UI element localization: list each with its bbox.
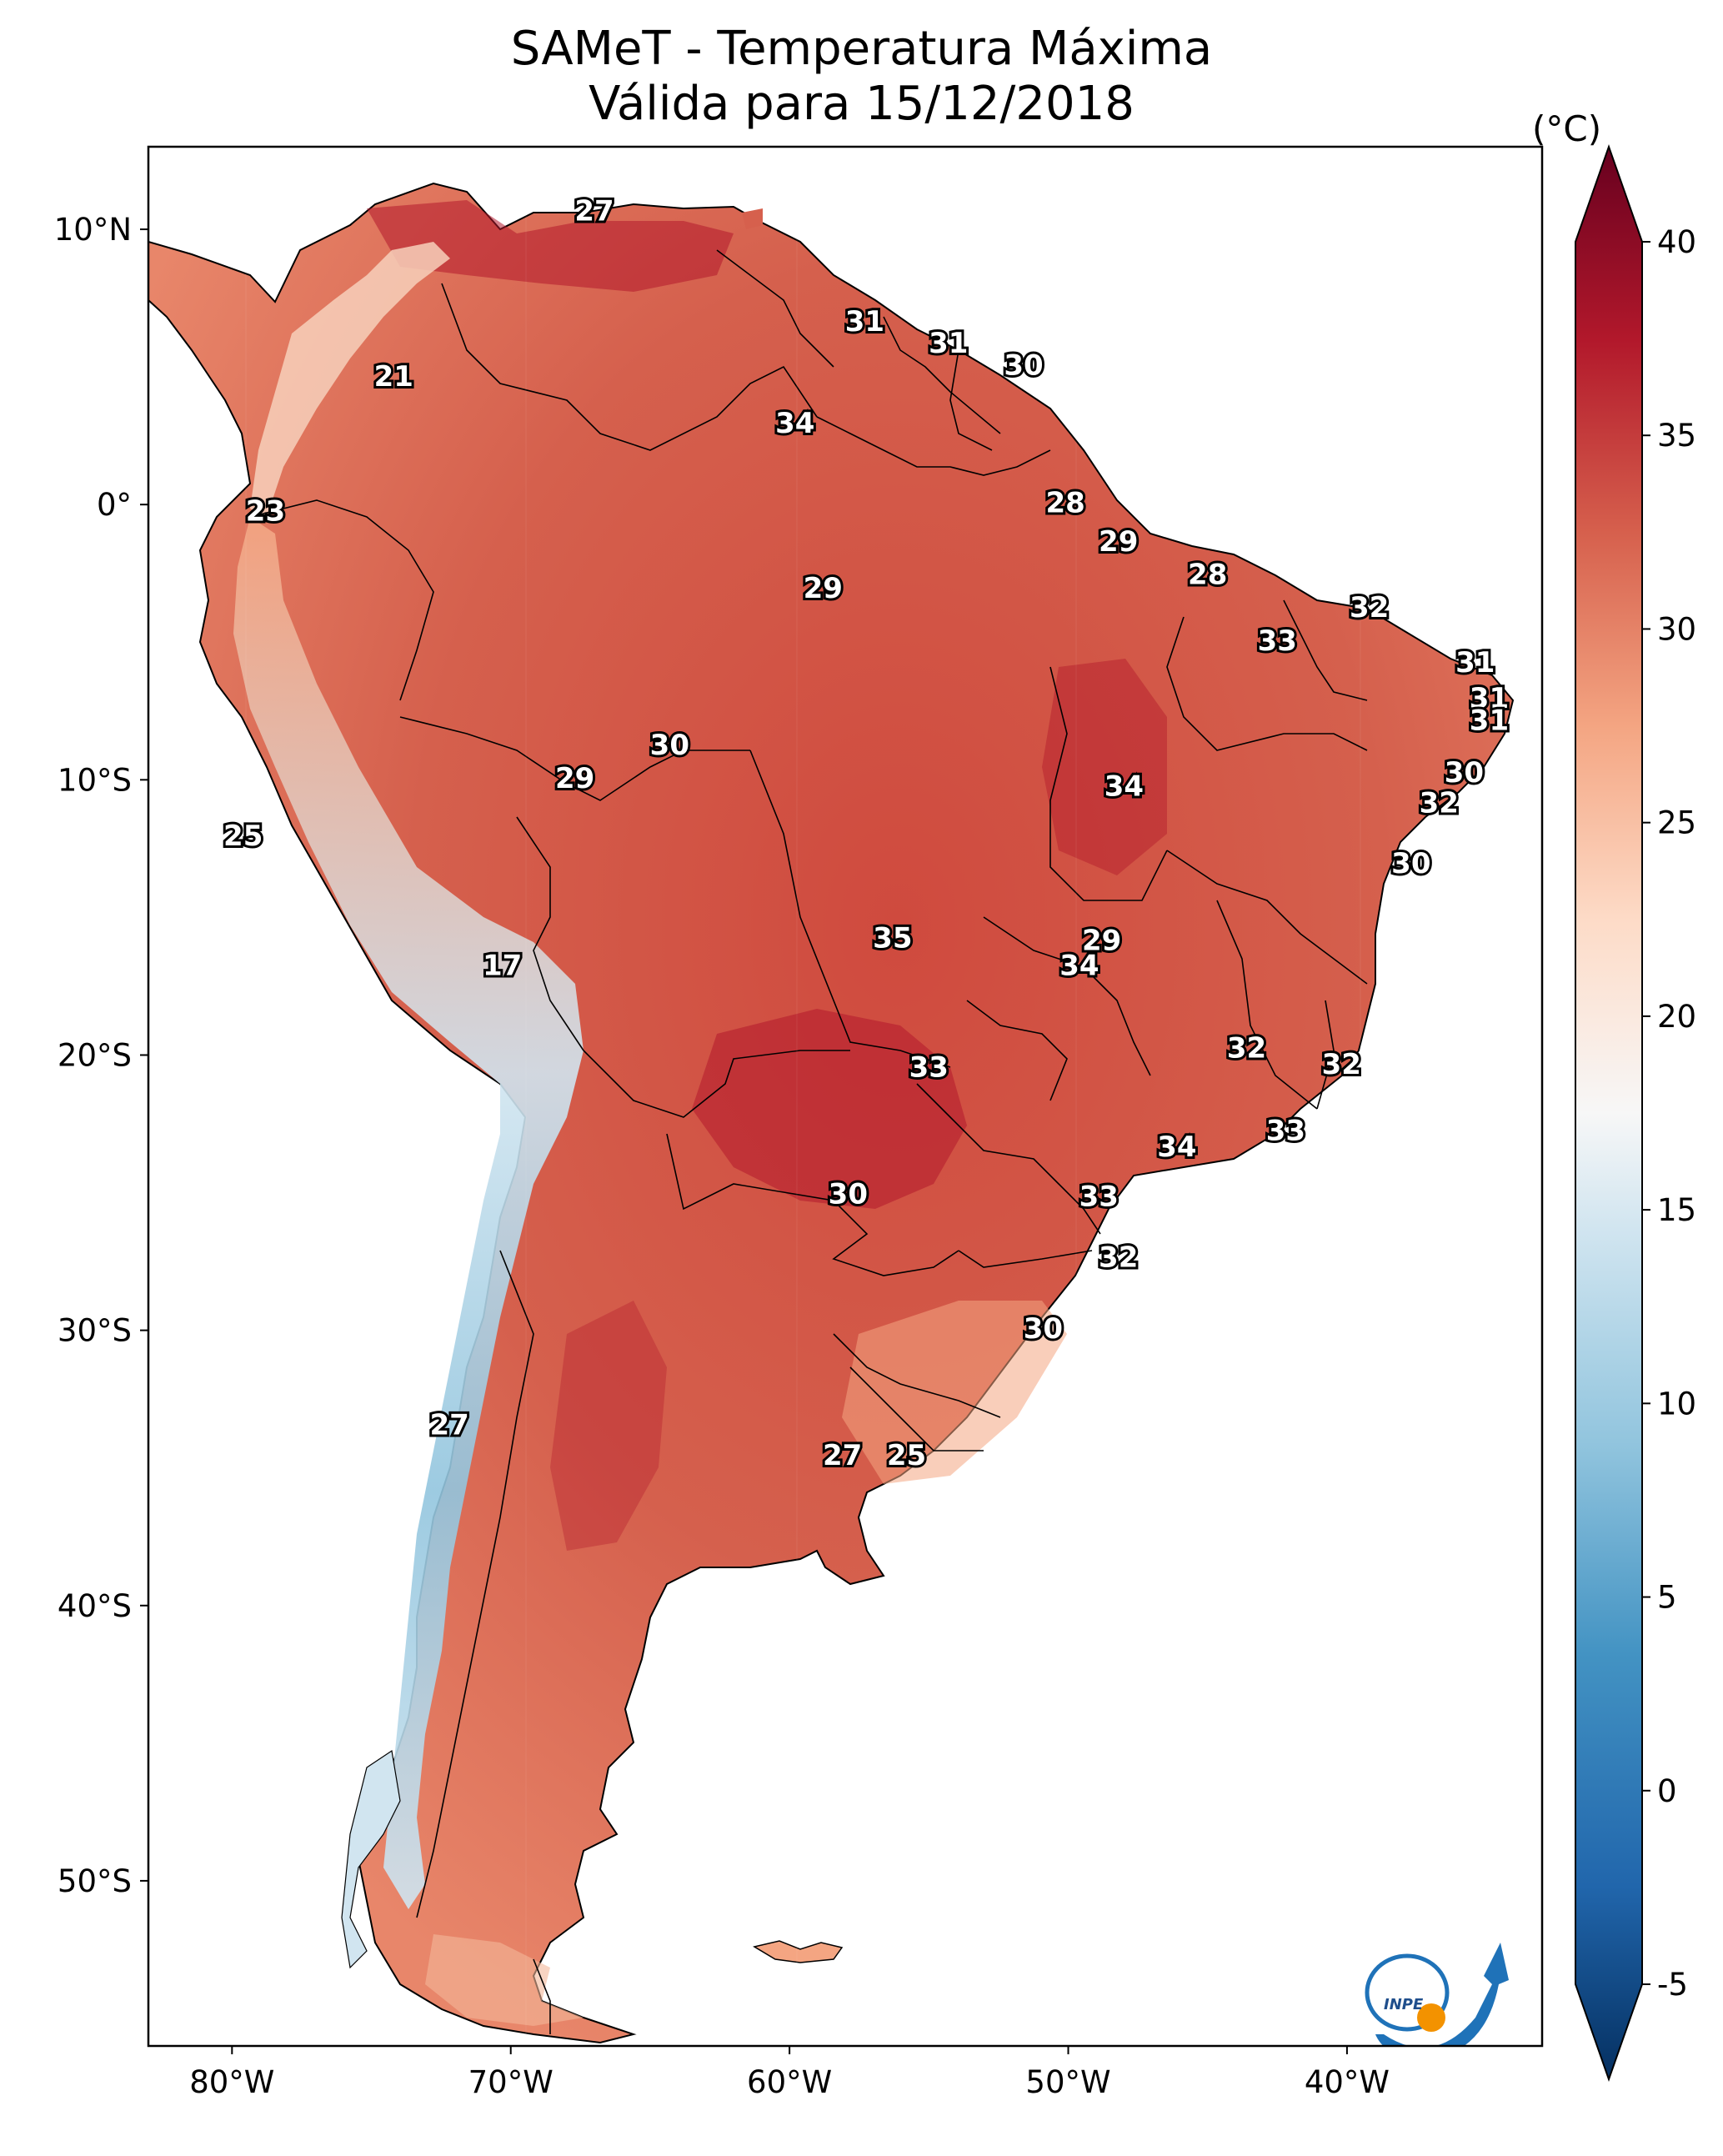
temperature-label: 29 (804, 572, 843, 605)
colorbar-tick-label: 30 (1657, 611, 1696, 647)
temperature-label: 29 (1082, 925, 1121, 958)
temperature-label: 28 (1188, 559, 1227, 592)
temperature-label: 30 (1024, 1312, 1063, 1346)
colorbar-tick-label: 10 (1657, 1386, 1696, 1421)
lat-tick-label: 50°S (58, 1863, 132, 1899)
temperature-label: 32 (1420, 787, 1459, 820)
temperature-label: 21 (374, 360, 413, 394)
colorbar-tick-label: 25 (1657, 805, 1696, 841)
temperature-label: 35 (873, 921, 912, 955)
colorbar-tick-label: -5 (1657, 1967, 1688, 2003)
lat-tick-label: 40°S (58, 1588, 132, 1624)
lon-tick-label: 80°W (189, 2064, 274, 2100)
temperature-label: 32 (1322, 1048, 1361, 1081)
warm-region-south (842, 1301, 1067, 1484)
temperature-label: 34 (1059, 949, 1099, 982)
map-title-line1: SAMeT - Temperatura Máxima (510, 22, 1213, 76)
patagonia-pale (425, 1934, 584, 2026)
temperature-label: 25 (887, 1439, 926, 1472)
colorbar-body (1575, 143, 1643, 2083)
temperature-label: 33 (1258, 624, 1297, 658)
temperature-label: 31 (1470, 704, 1509, 738)
falkland-islands (753, 1940, 844, 1963)
temperature-label: 31 (845, 305, 884, 338)
temperature-label: 34 (1104, 770, 1144, 804)
temperature-label: 32 (1227, 1031, 1266, 1065)
map-title-line2: Válida para 15/12/2018 (589, 77, 1134, 131)
colorbar: -5 0 5 10 15 20 25 30 35 40 (1575, 143, 1696, 2083)
colorbar-tick-label: 35 (1657, 418, 1696, 454)
temperature-label: 31 (1455, 646, 1495, 679)
temperature-label: 31 (929, 327, 968, 360)
lon-tick-label: 60°W (747, 2064, 832, 2100)
lat-tick-label: 0° (97, 487, 132, 523)
hot-region-argentina (550, 1301, 667, 1551)
chiloe-fjords (341, 1749, 401, 1969)
hot-region-central (692, 1009, 967, 1209)
inpe-logo: INPE (1365, 1943, 1509, 2046)
temperature-label: 33 (1266, 1114, 1305, 1147)
temperature-label: 23 (246, 495, 285, 529)
temperature-label: 30 (1004, 349, 1043, 383)
colorbar-ticks: -5 0 5 10 15 20 25 30 35 40 (1642, 224, 1696, 2003)
graticule (245, 147, 1361, 2046)
caribbean-island (742, 208, 763, 229)
colorbar-tick-label: 5 (1657, 1580, 1677, 1616)
lat-tick-label: 20°S (58, 1037, 132, 1073)
temperature-label: 32 (1099, 1241, 1138, 1274)
country-borders (249, 249, 1368, 2034)
temperature-label: 27 (823, 1439, 862, 1472)
lat-tick-label: 10°N (54, 212, 132, 248)
temperature-label: 27 (574, 195, 614, 228)
map-border (147, 145, 1544, 2048)
andes-cold-band (233, 517, 584, 1909)
colorbar-tick-label: 40 (1657, 224, 1696, 260)
temperature-label: 29 (555, 762, 594, 795)
lat-tick-label: 30°S (58, 1313, 132, 1349)
lon-tick-label: 70°W (468, 2064, 553, 2100)
lat-tick-label: 10°S (58, 762, 132, 798)
hot-region-north (367, 200, 734, 292)
longitude-axis: 80°W 70°W 60°W 50°W 40°W (189, 2046, 1390, 2100)
colorbar-unit-label: (°C) (1532, 108, 1602, 149)
temperature-label: 31 (1470, 682, 1509, 715)
temperature-label: 30 (1445, 756, 1484, 790)
colorbar-tick-label: 0 (1657, 1773, 1677, 1809)
temperature-label: 30 (829, 1177, 868, 1211)
temperature-label: 17 (483, 949, 522, 982)
temperature-label: 32 (1350, 591, 1389, 624)
temperature-label: 28 (1046, 487, 1085, 520)
hot-region-goias (1042, 659, 1167, 875)
temperature-label: 25 (223, 820, 263, 853)
temperature-label: 33 (909, 1050, 949, 1084)
temperature-label: 34 (775, 407, 814, 440)
temperature-label: 29 (1099, 525, 1138, 559)
temperature-label: 34 (1157, 1131, 1196, 1164)
temperature-label: 27 (429, 1409, 468, 1442)
colorbar-tick-label: 20 (1657, 999, 1696, 1035)
lon-tick-label: 50°W (1025, 2064, 1110, 2100)
temperature-label: 30 (650, 729, 689, 762)
lon-tick-label: 40°W (1305, 2064, 1390, 2100)
temperature-label: 33 (1079, 1181, 1119, 1214)
temperature-label: 30 (1391, 847, 1430, 880)
colorbar-tick-label: 15 (1657, 1192, 1696, 1228)
inpe-logo-text: INPE (1384, 1996, 1424, 2013)
colombia-andes-band (250, 242, 450, 517)
latitude-axis: 10°N 0° 10°S 20°S 30°S 40°S 50°S (54, 212, 148, 1899)
